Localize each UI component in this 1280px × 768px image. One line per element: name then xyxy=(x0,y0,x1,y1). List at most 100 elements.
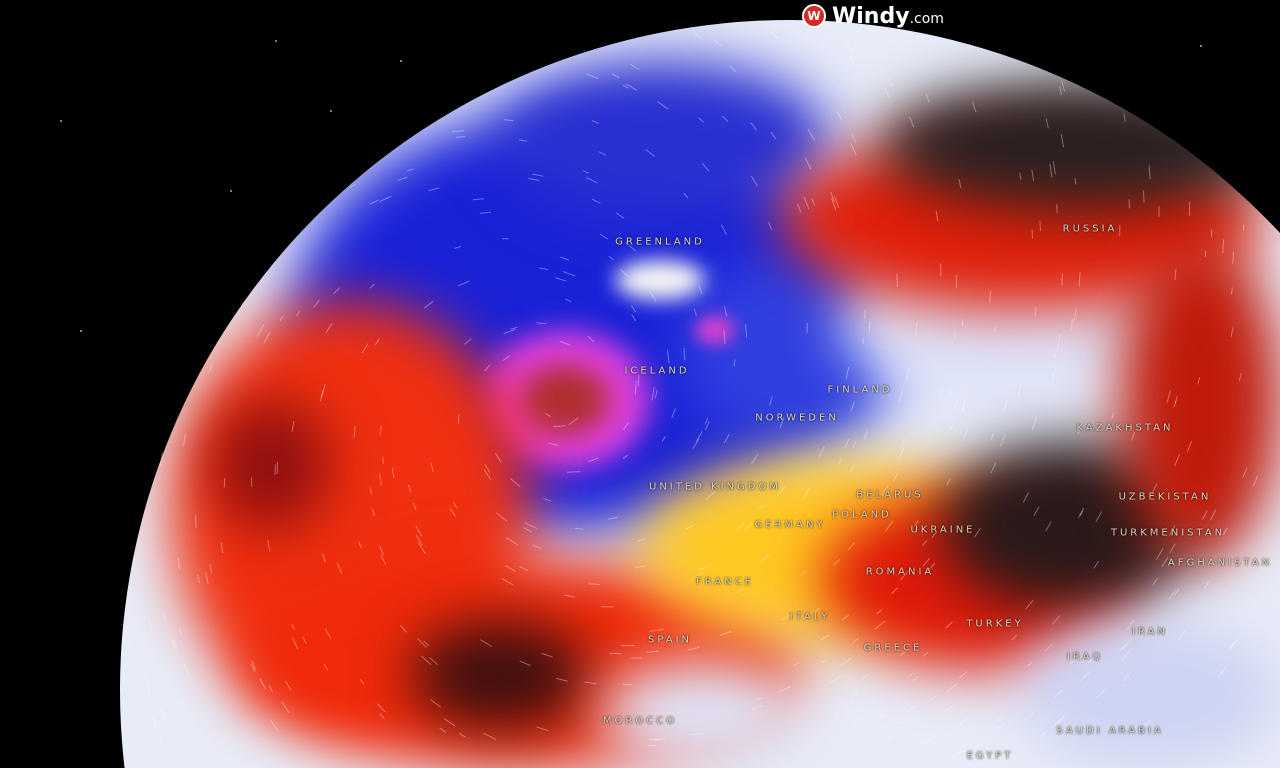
windy-logo[interactable]: W Windy.com xyxy=(802,2,944,30)
wind-particle xyxy=(713,39,722,47)
wind-particle xyxy=(1152,577,1159,586)
wind-particle xyxy=(408,484,412,493)
wind-particle xyxy=(1168,589,1177,601)
wind-particle xyxy=(818,445,825,458)
wind-particle xyxy=(974,527,981,538)
wind-particle xyxy=(495,512,508,522)
wind-particle xyxy=(939,263,942,277)
wind-particle xyxy=(931,532,937,539)
wind-particle xyxy=(1197,376,1201,385)
wind-particle xyxy=(150,713,157,726)
wind-particle xyxy=(961,318,964,327)
wind-particle xyxy=(1045,643,1053,652)
wind-particle xyxy=(369,487,372,495)
wind-particle xyxy=(994,326,997,333)
cyclone-core xyxy=(520,365,610,435)
wind-particle xyxy=(752,705,763,710)
wind-particle xyxy=(1095,688,1106,699)
country-label: MOROCCO xyxy=(602,715,678,727)
wind-particle xyxy=(820,634,829,641)
wind-particle xyxy=(813,607,821,613)
country-label: ROMANIA xyxy=(865,566,935,578)
wind-particle xyxy=(1028,712,1035,718)
wind-particle xyxy=(378,545,385,556)
wind-particle xyxy=(1238,373,1242,382)
wind-particle xyxy=(1061,273,1063,285)
wind-particle xyxy=(532,544,542,550)
country-label: IRAQ xyxy=(1066,651,1104,663)
wind-particle xyxy=(908,672,914,678)
wind-particle xyxy=(524,522,538,529)
wind-particle xyxy=(181,700,186,708)
wind-particle xyxy=(906,706,916,712)
wind-particle xyxy=(336,562,343,575)
wind-particle xyxy=(256,324,265,337)
wind-particle xyxy=(625,241,637,252)
wind-particle xyxy=(319,390,324,402)
wind-particle xyxy=(509,477,521,487)
wind-particle xyxy=(852,637,860,643)
wind-particle xyxy=(1230,287,1233,295)
wind-particle xyxy=(1174,588,1180,596)
wind-particle xyxy=(1161,556,1169,567)
wind-particle xyxy=(892,473,899,482)
wind-particle xyxy=(183,663,189,675)
wind-particle xyxy=(1187,440,1192,452)
wind-particle xyxy=(1050,719,1062,729)
wind-particle xyxy=(1125,619,1135,631)
wind-particle xyxy=(661,436,666,442)
wind-particle xyxy=(722,115,729,123)
wind-particle xyxy=(756,697,763,701)
star xyxy=(80,330,82,332)
wind-particle xyxy=(734,522,745,532)
wind-particle xyxy=(1034,307,1037,316)
wind-particle xyxy=(922,540,927,546)
wind-particle xyxy=(757,554,769,564)
wind-particle xyxy=(1049,163,1053,178)
star xyxy=(1200,45,1202,47)
wind-particle xyxy=(587,335,595,343)
wind-particle xyxy=(250,663,256,673)
wind-particle xyxy=(849,466,855,473)
country-label: SAUDI ARABIA xyxy=(1056,725,1164,737)
wind-particle xyxy=(706,490,716,500)
wind-particle xyxy=(397,176,408,181)
wind-particle xyxy=(961,400,967,412)
wind-particle xyxy=(1033,506,1040,516)
wind-particle xyxy=(698,285,703,295)
wind-particle xyxy=(378,473,382,487)
wind-particle xyxy=(671,408,676,418)
wind-particle xyxy=(615,212,625,219)
wind-particle xyxy=(1054,715,1065,726)
wind-particle xyxy=(1039,220,1041,232)
wind-particle xyxy=(429,657,438,666)
wind-particle xyxy=(358,541,362,549)
wind-particle xyxy=(361,343,369,354)
wind-particle xyxy=(162,610,167,625)
wind-particle xyxy=(208,364,213,373)
wind-particle xyxy=(887,77,893,87)
wind-particle xyxy=(890,587,899,595)
wind-particle xyxy=(376,703,386,713)
wind-particle xyxy=(359,679,365,685)
wind-particle xyxy=(900,438,905,446)
wind-particle xyxy=(495,452,502,463)
wind-particle xyxy=(724,306,728,317)
wind-particle xyxy=(1174,268,1177,281)
wind-particle xyxy=(834,196,840,209)
wind-particle xyxy=(914,520,919,527)
wind-particle xyxy=(949,423,954,432)
wind-particle xyxy=(723,330,726,345)
wind-particle xyxy=(1045,521,1052,532)
wind-particle xyxy=(666,349,670,364)
wind-particle xyxy=(1174,396,1178,404)
globe-temperature-map[interactable] xyxy=(120,20,1280,768)
wind-particle xyxy=(430,699,442,708)
wind-particle xyxy=(1073,308,1077,322)
wind-particle xyxy=(1017,384,1022,398)
wind-particle xyxy=(687,646,700,651)
wind-particle xyxy=(598,151,606,156)
wind-particle xyxy=(698,117,704,123)
wind-particle xyxy=(686,524,694,530)
